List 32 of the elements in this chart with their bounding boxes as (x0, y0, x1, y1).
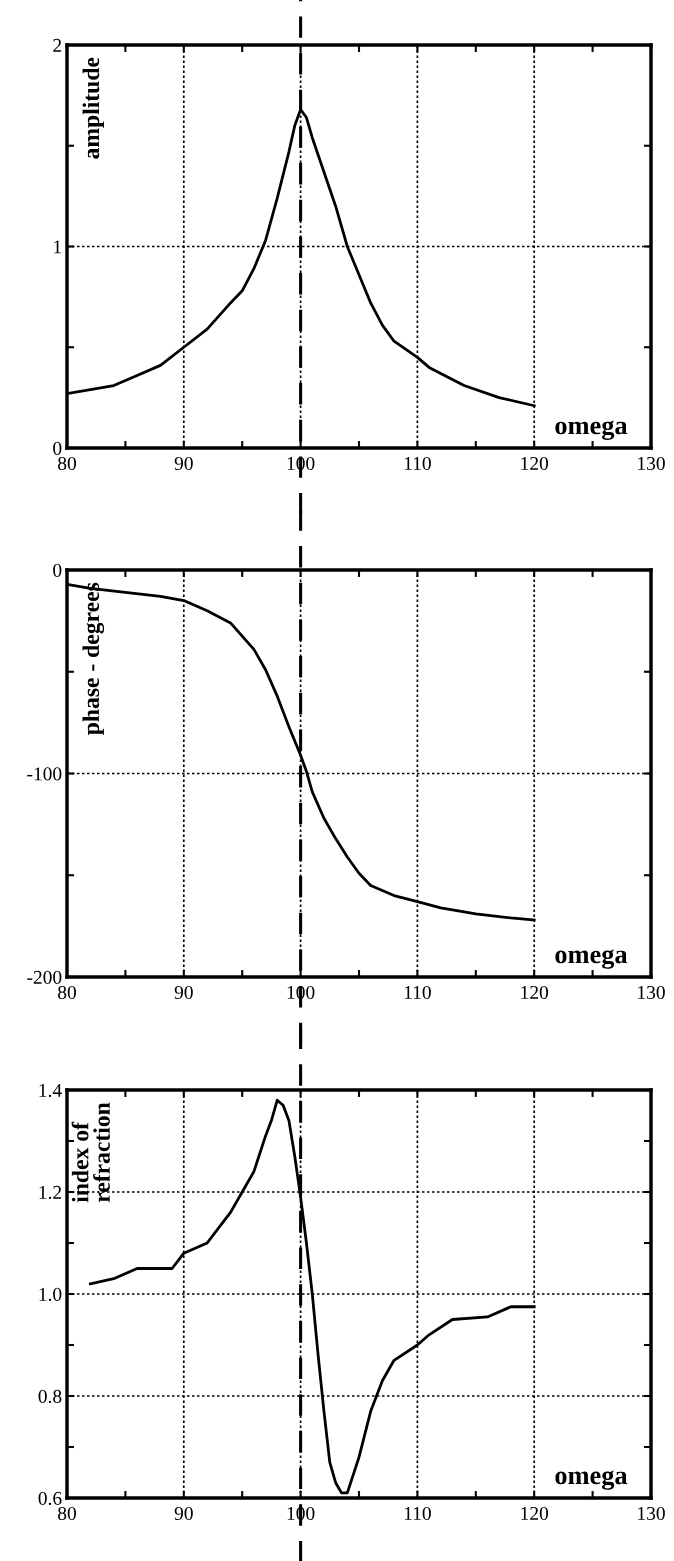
y-tick-label: 2 (53, 38, 62, 52)
y-axis-title: phase - degrees (82, 582, 105, 735)
y-tick-label: 0 (53, 441, 62, 455)
y-tick-label: 1.4 (39, 1083, 62, 1098)
x-tick-label: 130 (638, 985, 665, 1000)
x-tick-label: 110 (404, 985, 431, 1000)
y-tick-label: 0 (53, 563, 62, 577)
y-tick-label: 0.6 (38, 1491, 62, 1506)
y-tick-label: 1 (54, 240, 61, 254)
x-tick-label: 80 (58, 456, 76, 471)
x-axis-title: omega (555, 1470, 628, 1490)
x-tick-label: 80 (58, 985, 76, 1000)
x-axis-title: omega (555, 420, 628, 440)
x-tick-label: 120 (521, 456, 549, 471)
y-tick-label: -100 (27, 767, 62, 781)
y-tick-label: -200 (27, 970, 62, 984)
x-tick-label: 90 (174, 1506, 193, 1521)
y-axis-title: index of refraction (71, 1102, 110, 1203)
y-tick-label: 1.2 (39, 1185, 62, 1200)
y-tick-label: 0.8 (38, 1389, 62, 1404)
x-tick-label: 80 (58, 1506, 76, 1521)
x-tick-label: 130 (638, 1506, 665, 1521)
x-tick-label: 110 (404, 456, 431, 471)
x-axis-title: omega (555, 949, 628, 969)
y-tick-label: 1.0 (39, 1287, 62, 1302)
y-axis-title: amplitude (82, 57, 104, 159)
x-tick-label: 90 (174, 985, 193, 1000)
x-tick-label: 90 (174, 456, 193, 471)
x-tick-label: 120 (521, 985, 549, 1000)
x-tick-label: 110 (404, 1506, 431, 1521)
x-tick-label: 120 (521, 1506, 549, 1521)
x-tick-label: 130 (638, 456, 665, 471)
